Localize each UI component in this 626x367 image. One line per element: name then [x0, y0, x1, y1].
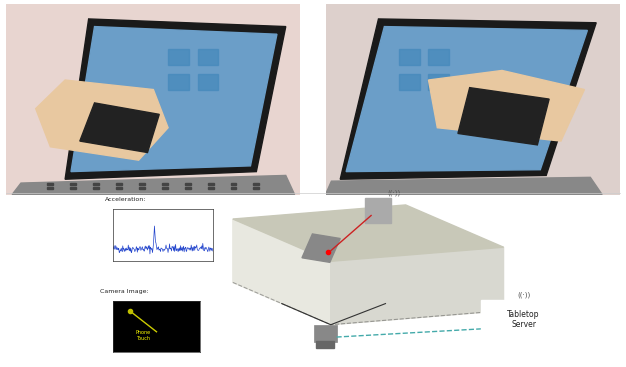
- Bar: [208, 183, 213, 185]
- Bar: [48, 183, 53, 185]
- Polygon shape: [341, 19, 596, 179]
- Bar: [197, 74, 218, 90]
- Bar: [93, 187, 99, 189]
- Bar: [185, 187, 191, 189]
- Bar: [197, 50, 218, 65]
- Bar: [230, 183, 237, 185]
- Bar: [139, 187, 145, 189]
- Bar: [93, 183, 99, 185]
- Text: Phone
Touch: Phone Touch: [136, 330, 151, 341]
- Polygon shape: [233, 219, 331, 325]
- Polygon shape: [331, 247, 503, 325]
- Text: Tabletop
Server: Tabletop Server: [508, 310, 540, 329]
- Bar: [254, 187, 259, 189]
- Bar: [254, 183, 259, 185]
- Polygon shape: [233, 205, 503, 261]
- Bar: [185, 183, 191, 185]
- Text: Camera Image:: Camera Image:: [100, 289, 148, 294]
- Polygon shape: [65, 19, 285, 179]
- Bar: [230, 187, 237, 189]
- Bar: [70, 183, 76, 185]
- Bar: [168, 50, 188, 65]
- Bar: [70, 187, 76, 189]
- Bar: [116, 187, 122, 189]
- Bar: [399, 74, 419, 90]
- Bar: [116, 183, 122, 185]
- Bar: [399, 50, 419, 65]
- Text: Acceleration:: Acceleration:: [105, 197, 146, 202]
- Bar: [428, 74, 449, 90]
- Bar: [208, 187, 213, 189]
- Polygon shape: [458, 88, 549, 145]
- Bar: [162, 183, 168, 185]
- Polygon shape: [36, 80, 168, 160]
- Bar: [366, 198, 391, 222]
- Polygon shape: [428, 70, 585, 141]
- Bar: [302, 234, 341, 262]
- Bar: [48, 187, 53, 189]
- Text: ((·)): ((·)): [517, 291, 530, 298]
- Polygon shape: [12, 175, 295, 195]
- Polygon shape: [346, 26, 587, 172]
- Polygon shape: [326, 177, 602, 195]
- Bar: [139, 183, 145, 185]
- Text: ((·)): ((·)): [387, 189, 401, 196]
- Bar: [481, 300, 567, 339]
- Bar: [314, 325, 337, 342]
- Bar: [316, 341, 334, 348]
- Bar: [162, 187, 168, 189]
- Polygon shape: [80, 103, 159, 153]
- Bar: [428, 50, 449, 65]
- Bar: [168, 74, 188, 90]
- Polygon shape: [71, 26, 277, 172]
